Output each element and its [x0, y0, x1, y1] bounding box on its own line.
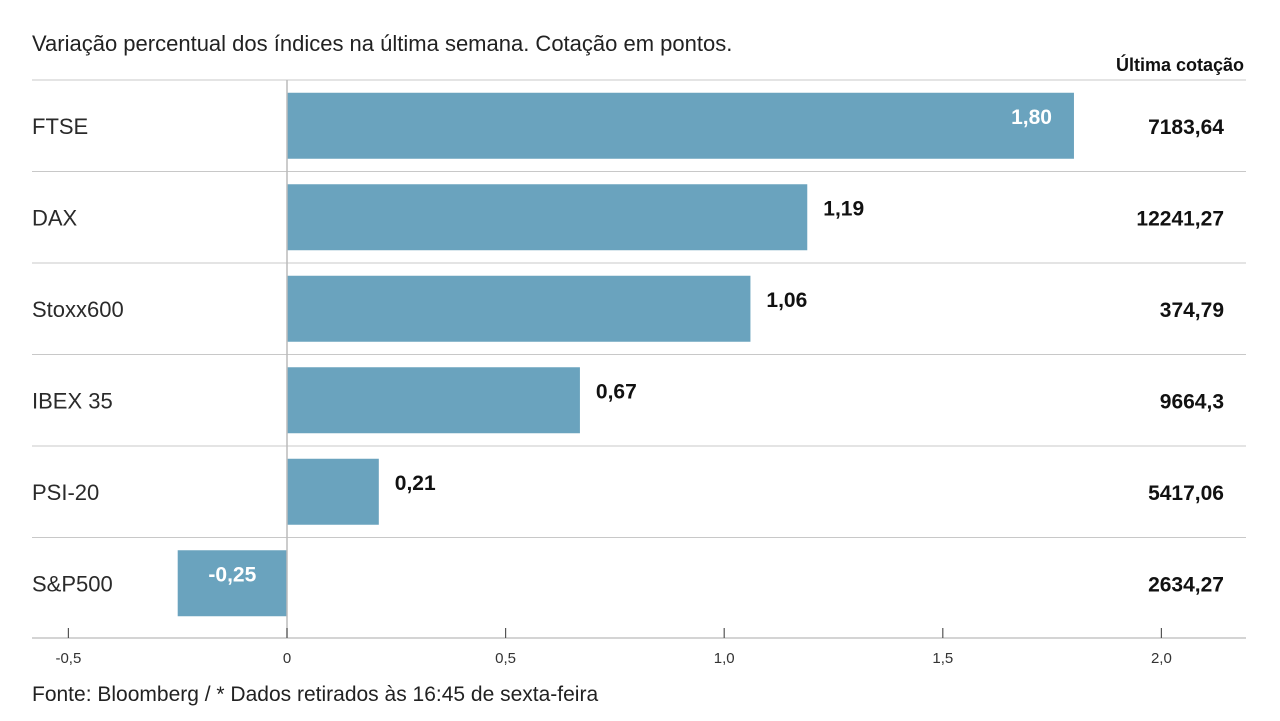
data-label: 0,21	[395, 472, 436, 495]
bar	[287, 367, 580, 434]
category-label: FTSE	[32, 114, 88, 139]
chart-title: Variação percentual dos índices na últim…	[32, 31, 733, 56]
data-label: 1,06	[766, 289, 807, 312]
x-tick-label: -0,5	[55, 650, 81, 667]
category-label: Stoxx600	[32, 297, 124, 322]
last-quote-value: 374,79	[1160, 299, 1224, 322]
x-tick-label: 0	[283, 650, 291, 667]
last-quote-header: Última cotação	[1115, 55, 1244, 75]
category-label: IBEX 35	[32, 388, 113, 413]
data-label: 1,80	[1011, 106, 1052, 129]
category-label: PSI-20	[32, 480, 99, 505]
bar	[287, 458, 379, 525]
x-tick-label: 0,5	[495, 650, 516, 667]
x-tick-label: 1,0	[714, 650, 735, 667]
last-quote-value: 12241,27	[1136, 207, 1224, 230]
category-label: DAX	[32, 205, 78, 230]
bar	[287, 275, 751, 342]
x-tick-label: 2,0	[1151, 650, 1172, 667]
bar	[287, 184, 808, 251]
bar	[177, 550, 287, 617]
data-label: -0,25	[208, 563, 256, 586]
data-label: 0,67	[596, 380, 637, 403]
bar	[287, 92, 1074, 159]
x-tick-label: 1,5	[932, 650, 953, 667]
data-label: 1,19	[823, 197, 864, 220]
last-quote-value: 9664,3	[1160, 390, 1224, 413]
chart-footer: Fonte: Bloomberg / * Dados retirados às …	[32, 683, 599, 706]
last-quote-value: 5417,06	[1148, 482, 1224, 505]
last-quote-value: 2634,27	[1148, 573, 1224, 596]
category-label: S&P500	[32, 571, 113, 596]
last-quote-value: 7183,64	[1148, 116, 1224, 139]
